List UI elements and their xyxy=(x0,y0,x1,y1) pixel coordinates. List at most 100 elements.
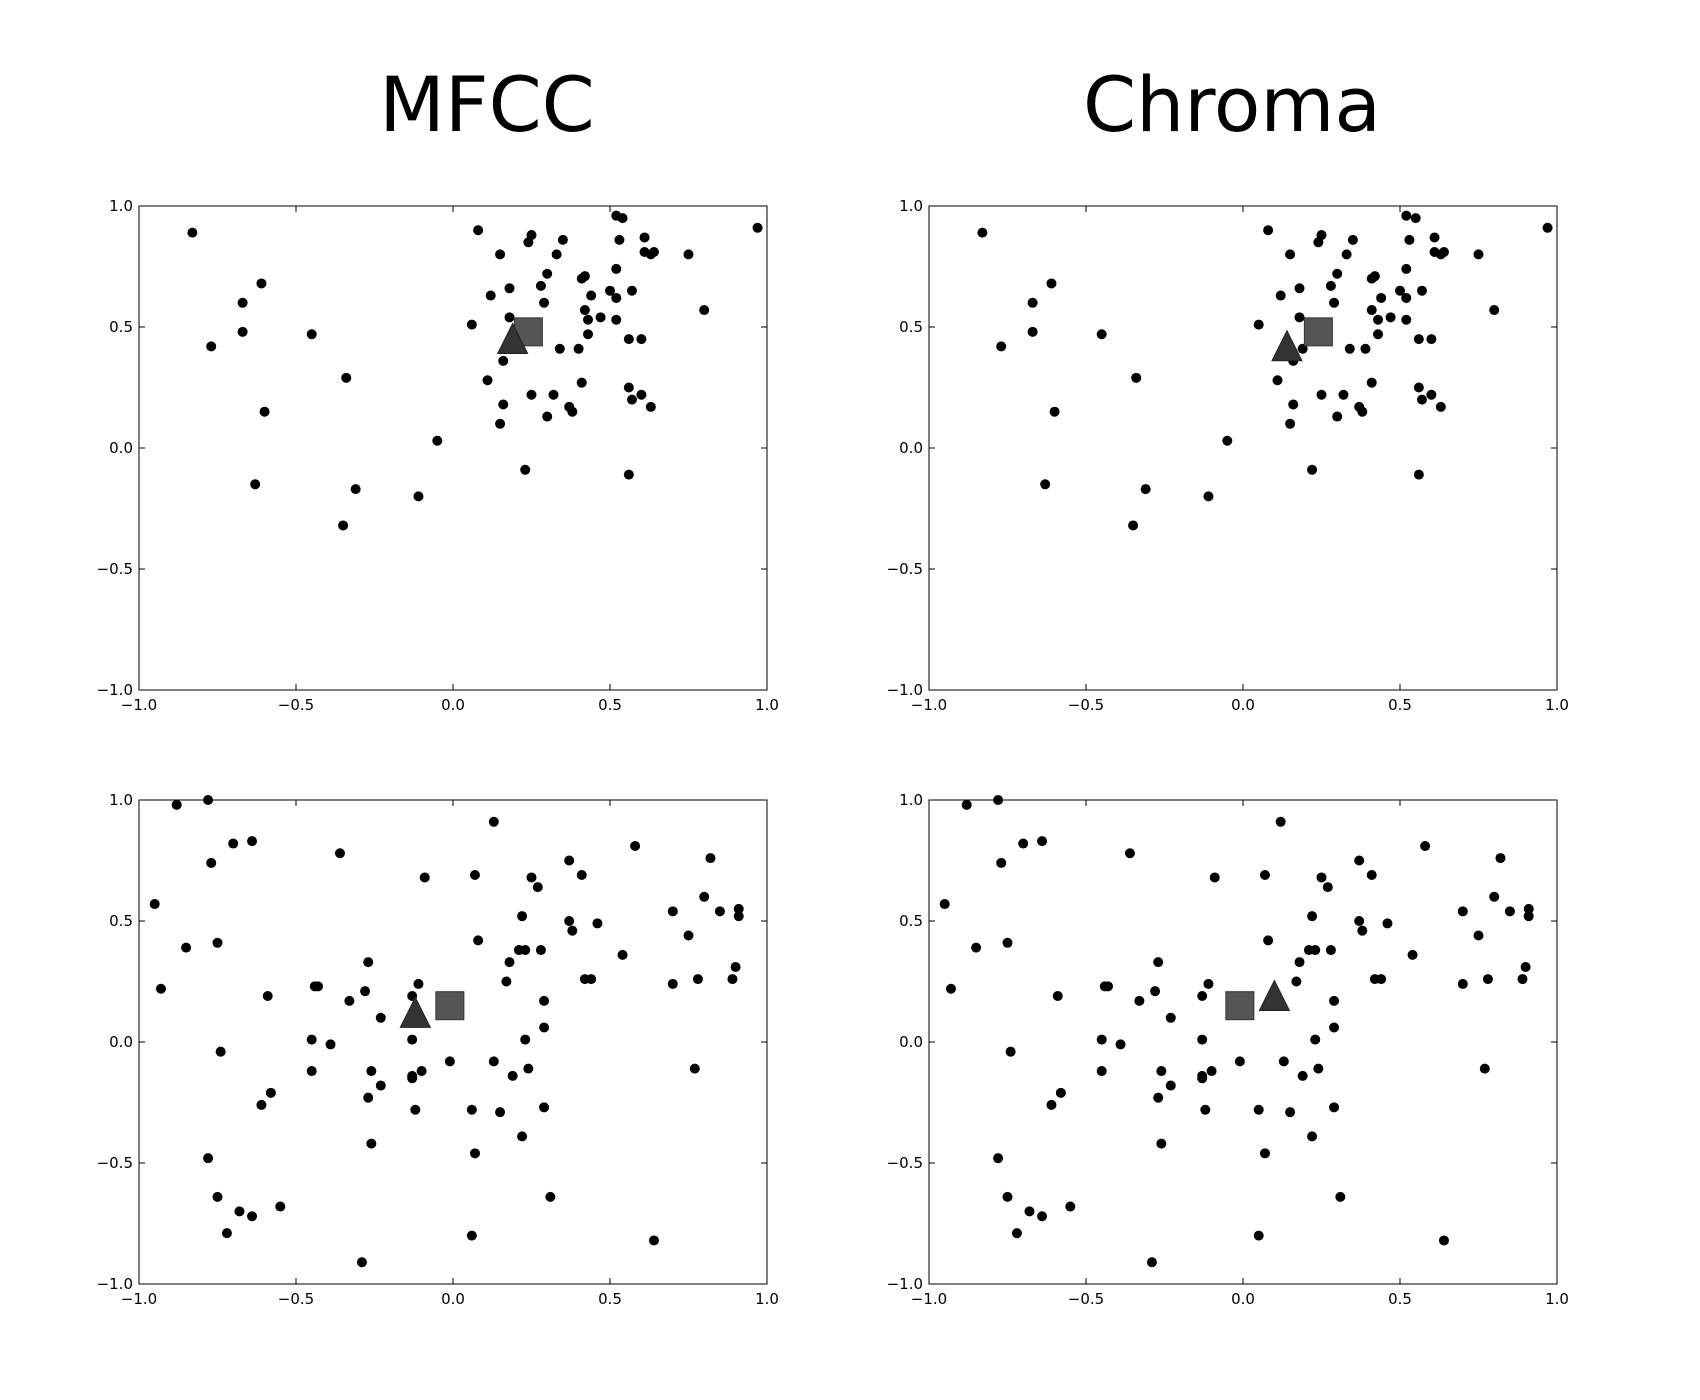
data-point xyxy=(1401,292,1412,303)
y-tick-label: 1.0 xyxy=(109,197,133,215)
data-point xyxy=(683,249,694,260)
data-point xyxy=(1294,283,1305,294)
data-point xyxy=(1325,280,1336,291)
data-point xyxy=(1222,435,1233,446)
data-point xyxy=(275,1201,286,1212)
data-point xyxy=(485,290,496,301)
x-tick-label: −0.5 xyxy=(278,1290,314,1308)
data-point xyxy=(1002,937,1013,948)
data-point xyxy=(648,246,659,257)
data-point xyxy=(407,1073,418,1084)
data-point xyxy=(532,882,543,893)
data-point xyxy=(1382,918,1393,929)
data-point xyxy=(1329,995,1340,1006)
data-point xyxy=(256,1099,267,1110)
data-point xyxy=(1263,935,1274,946)
data-point xyxy=(1018,838,1029,849)
data-point xyxy=(203,795,214,805)
chroma-bottom-plot: −1.0−1.0 −0.5 −0.5 0.0 0.0 0.5 0.5 1.0 1.0 xyxy=(887,791,1569,1308)
data-point xyxy=(1275,290,1286,301)
data-point xyxy=(413,978,424,989)
data-point xyxy=(526,872,537,883)
data-point xyxy=(1473,930,1484,941)
data-point xyxy=(356,1257,367,1268)
query-triangle-marker xyxy=(496,322,529,355)
data-point xyxy=(699,305,710,316)
data-point xyxy=(338,520,349,531)
data-point xyxy=(206,857,217,868)
data-point xyxy=(520,945,531,956)
data-point xyxy=(1426,334,1437,345)
x-tick-label: −0.5 xyxy=(278,696,314,714)
x-tick-label: −1.0 xyxy=(911,696,947,714)
data-point xyxy=(586,974,597,985)
x-tick-label: 0.5 xyxy=(598,696,622,714)
data-point xyxy=(1285,418,1296,429)
data-point xyxy=(469,1148,480,1159)
data-point xyxy=(1124,848,1135,859)
data-point xyxy=(579,305,590,316)
data-point xyxy=(639,232,650,243)
data-point xyxy=(977,227,988,238)
data-point xyxy=(1479,1063,1490,1074)
data-point xyxy=(466,1104,477,1115)
data-point xyxy=(545,1191,556,1202)
y-tick-label: 0.5 xyxy=(899,912,923,930)
data-point xyxy=(564,855,575,866)
data-point xyxy=(1307,911,1318,922)
data-point xyxy=(155,983,166,994)
x-tick-label: 1.0 xyxy=(755,1290,779,1308)
data-point xyxy=(645,401,656,412)
data-point xyxy=(1253,1104,1264,1115)
data-point xyxy=(1146,1257,1157,1268)
data-point xyxy=(1203,978,1214,989)
data-point xyxy=(1200,1104,1211,1115)
data-point xyxy=(306,329,317,340)
data-point xyxy=(605,285,615,296)
data-point xyxy=(171,799,182,810)
data-point xyxy=(312,981,323,992)
data-point xyxy=(1294,312,1305,323)
data-point xyxy=(583,314,594,325)
data-point xyxy=(1102,981,1113,992)
plot-frame xyxy=(138,799,768,1285)
data-point xyxy=(234,1206,245,1217)
data-point xyxy=(1206,1066,1217,1077)
data-point xyxy=(250,479,261,490)
data-point xyxy=(407,1034,418,1045)
data-point xyxy=(1489,891,1500,902)
data-point xyxy=(1401,263,1412,274)
data-point xyxy=(501,976,512,987)
data-point xyxy=(579,271,590,282)
data-point xyxy=(1275,816,1286,827)
x-tick-label: 0.5 xyxy=(598,1290,622,1308)
data-point xyxy=(247,1211,258,1222)
data-point xyxy=(939,899,950,910)
data-point xyxy=(1313,1063,1324,1074)
data-point xyxy=(306,1066,317,1077)
data-point xyxy=(1294,957,1305,968)
data-point xyxy=(1407,949,1418,960)
data-point xyxy=(1055,1087,1066,1098)
data-point xyxy=(1495,853,1506,864)
data-point xyxy=(1253,319,1264,330)
y-tick-label: 0.5 xyxy=(109,318,133,336)
data-point xyxy=(149,899,160,910)
data-point xyxy=(1369,271,1380,282)
data-point xyxy=(221,1228,232,1239)
data-point xyxy=(611,292,622,303)
data-point xyxy=(667,906,678,917)
data-point xyxy=(996,341,1007,352)
data-point xyxy=(1523,903,1534,914)
data-point xyxy=(1457,906,1468,917)
data-point xyxy=(363,1092,374,1103)
data-point xyxy=(1523,911,1534,922)
data-point xyxy=(576,377,587,388)
data-point xyxy=(1404,234,1415,245)
data-point xyxy=(648,1235,659,1246)
data-point xyxy=(265,1087,276,1098)
data-point xyxy=(1065,1201,1076,1212)
data-point xyxy=(614,234,625,245)
data-point xyxy=(573,343,584,354)
